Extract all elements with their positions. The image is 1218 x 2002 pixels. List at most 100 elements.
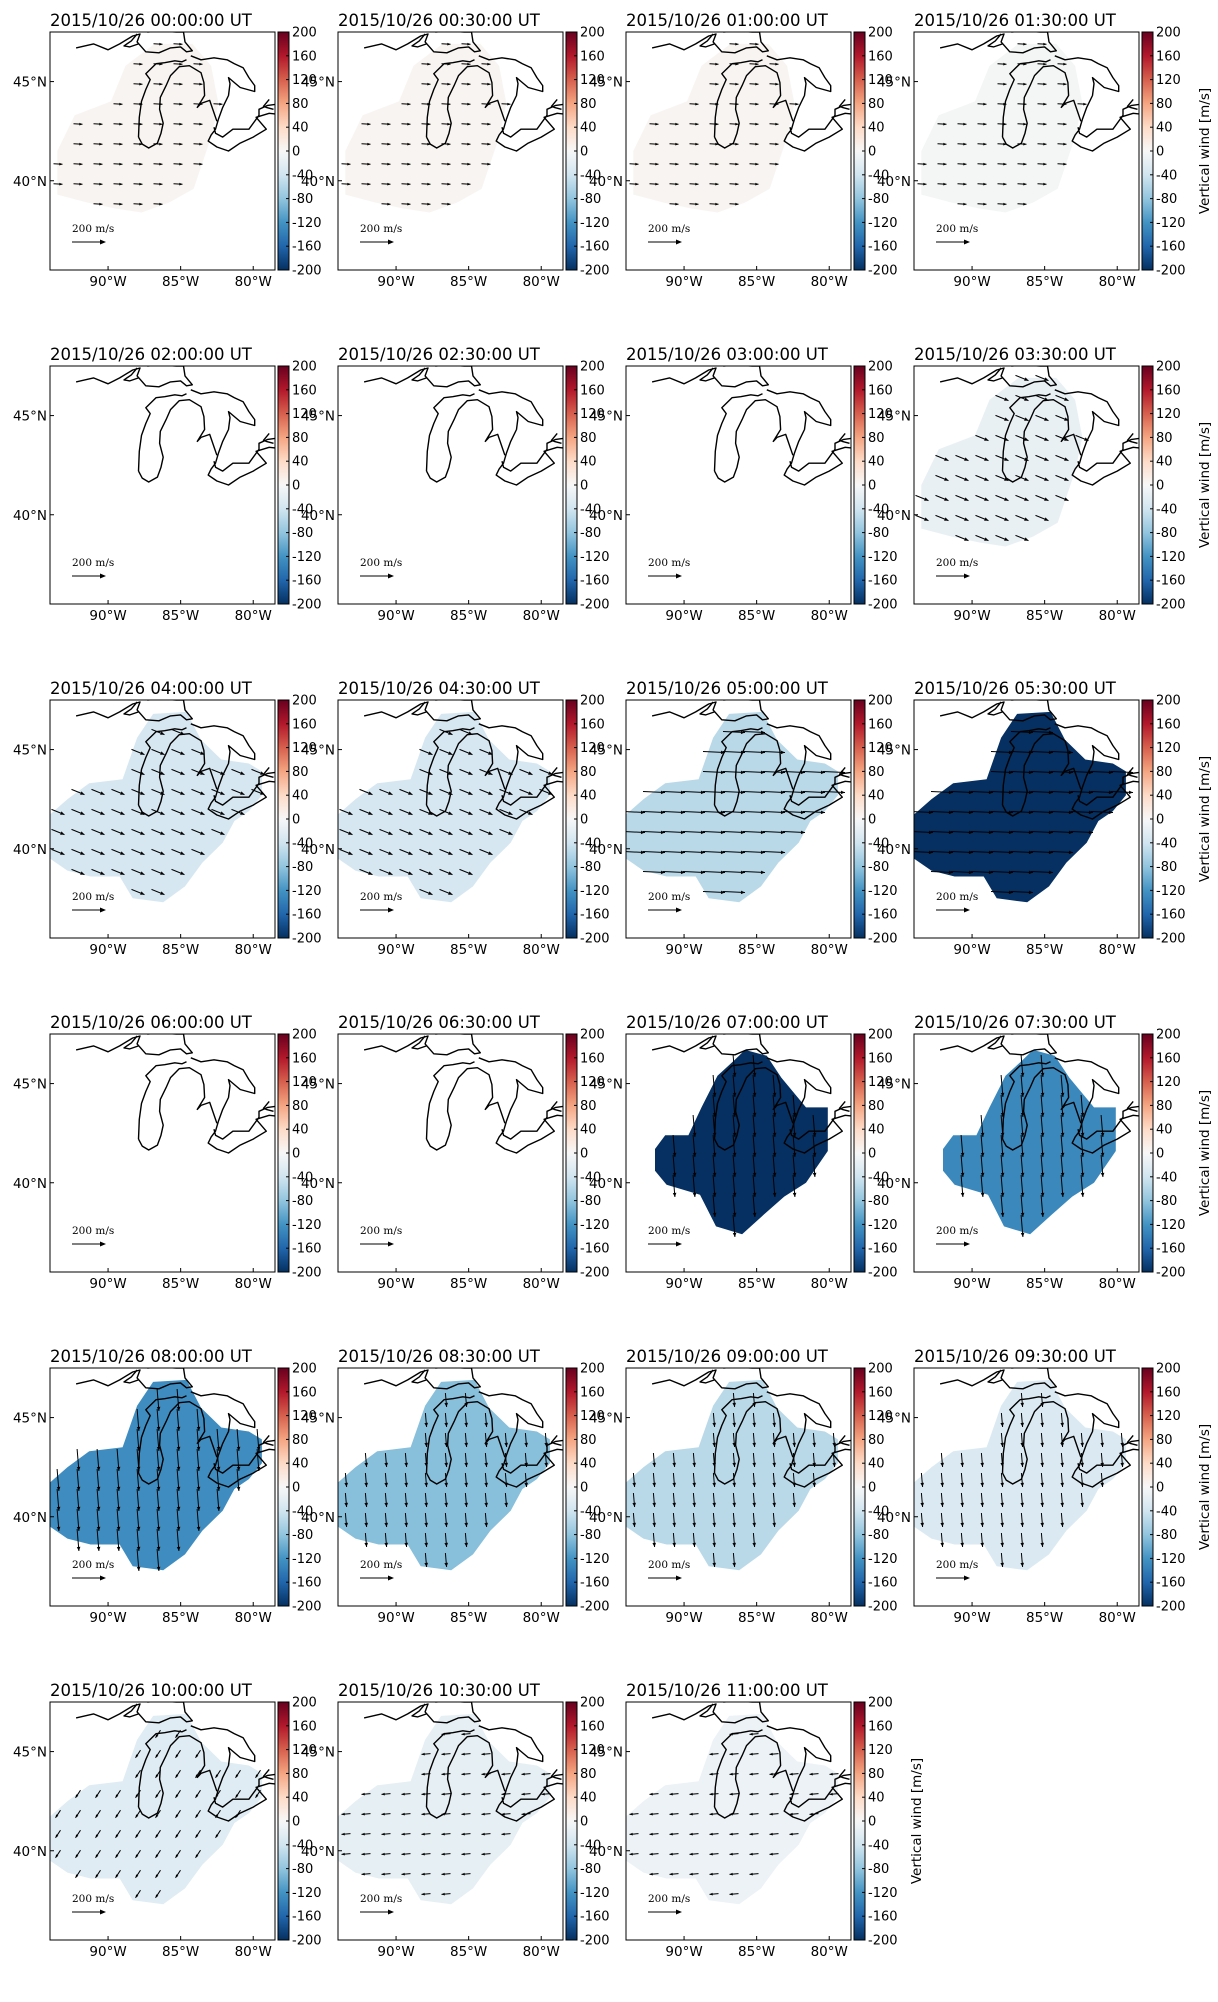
lon-tick-label: 80°W — [1099, 942, 1136, 958]
lon-tick-label: 80°W — [235, 1610, 272, 1626]
colorbar-tick-label: -80 — [1156, 860, 1177, 875]
lon-tick-label: 85°W — [450, 1944, 487, 1960]
colorbar-tick-label: 160 — [580, 717, 605, 732]
lat-tick-label: 40°N — [301, 1176, 335, 1192]
colorbar-tick-label: 0 — [1156, 479, 1164, 494]
lon-tick-label: 90°W — [665, 1944, 702, 1960]
colorbar-tick-label: -120 — [868, 1886, 898, 1901]
lat-tick-label: 40°N — [877, 174, 911, 190]
colorbar-tick-label: -80 — [580, 860, 601, 875]
colorbar-tick-label: -160 — [580, 1576, 610, 1591]
colorbar-tick-label: -200 — [868, 264, 898, 279]
colorbar-tick-label: -120 — [292, 1552, 322, 1567]
colorbar-tick-label: 200 — [292, 360, 317, 375]
lon-tick-label: 90°W — [377, 1276, 414, 1292]
colorbar-tick-label: 200 — [1156, 360, 1181, 375]
colorbar-tick-label: 40 — [580, 455, 597, 470]
lon-tick-label: 80°W — [1099, 1610, 1136, 1626]
lon-tick-label: 85°W — [450, 274, 487, 290]
colorbar-tick-label: -160 — [868, 1576, 898, 1591]
colorbar-tick-label: 120 — [1156, 73, 1181, 88]
colorbar-tick-label: 80 — [868, 97, 885, 112]
colorbar-tick-label: -200 — [1156, 598, 1186, 613]
lon-tick-label: 80°W — [811, 1276, 848, 1292]
colorbar-tick-label: 160 — [580, 1051, 605, 1066]
colorbar-tick-label: 80 — [868, 431, 885, 446]
colorbar-tick-label: -160 — [292, 1242, 322, 1257]
wind-scale-label: 200 m/s — [648, 891, 690, 903]
wind-scale-label: 200 m/s — [72, 891, 114, 903]
panel-title: 2015/10/26 01:30:00 UT — [914, 11, 1117, 30]
wind-scale-label: 200 m/s — [72, 223, 114, 235]
colorbar-tick-label: -80 — [580, 1528, 601, 1543]
wind-scale-label: 200 m/s — [360, 1893, 402, 1905]
lat-tick-label: 45°N — [13, 409, 47, 425]
colorbar-tick-label: -120 — [580, 1218, 610, 1233]
colorbar-tick-label: -40 — [1156, 836, 1177, 851]
colorbar-tick-label: -120 — [868, 550, 898, 565]
colorbar-tick-label: -160 — [1156, 240, 1186, 255]
lat-tick-label: 45°N — [301, 75, 335, 91]
panel-title: 2015/10/26 03:30:00 UT — [914, 345, 1117, 364]
colorbar-tick-label: -200 — [1156, 1600, 1186, 1615]
colorbar-tick-label: -120 — [1156, 550, 1186, 565]
lon-tick-label: 85°W — [1026, 942, 1063, 958]
wind-scale-label: 200 m/s — [72, 1893, 114, 1905]
colorbar-tick-label: -80 — [868, 1194, 889, 1209]
colorbar-tick-label: -120 — [292, 1886, 322, 1901]
lon-tick-label: 85°W — [162, 608, 199, 624]
colorbar-tick-label: -80 — [868, 860, 889, 875]
lon-tick-label: 90°W — [665, 942, 702, 958]
lon-tick-label: 90°W — [377, 274, 414, 290]
colorbar-tick-label: 0 — [292, 1147, 300, 1162]
colorbar-tick-label: 0 — [292, 1481, 300, 1496]
colorbar-tick-label: 160 — [1156, 1051, 1181, 1066]
colorbar-tick-label: 200 — [292, 1362, 317, 1377]
lat-tick-label: 40°N — [301, 1510, 335, 1526]
lat-tick-label: 40°N — [301, 842, 335, 858]
colorbar-tick-label: 200 — [868, 1028, 893, 1043]
lat-tick-label: 45°N — [589, 75, 623, 91]
lon-tick-label: 90°W — [89, 274, 126, 290]
wind-scale-label: 200 m/s — [72, 1225, 114, 1237]
colorbar-tick-label: -40 — [1156, 168, 1177, 183]
colorbar-tick-label: -160 — [292, 574, 322, 589]
colorbar-tick-label: 80 — [292, 765, 309, 780]
panel-title: 2015/10/26 02:30:00 UT — [338, 345, 541, 364]
colorbar-tick-label: 160 — [292, 1051, 317, 1066]
lon-tick-label: 90°W — [377, 1610, 414, 1626]
lon-tick-label: 80°W — [523, 608, 560, 624]
lon-tick-label: 80°W — [811, 1610, 848, 1626]
panel-title: 2015/10/26 06:00:00 UT — [50, 1013, 253, 1032]
colorbar-tick-label: -200 — [292, 598, 322, 613]
colorbar-tick-label: 40 — [292, 1123, 309, 1138]
colorbar-tick-label: 80 — [1156, 1433, 1173, 1448]
colorbar-tick-label: -120 — [1156, 1552, 1186, 1567]
lon-tick-label: 85°W — [450, 608, 487, 624]
colorbar-tick-label: 40 — [868, 121, 885, 136]
colorbar-tick-label: 200 — [868, 26, 893, 41]
colorbar-tick-label: 120 — [1156, 407, 1181, 422]
colorbar-tick-label: -120 — [580, 1552, 610, 1567]
colorbar-tick-label: -160 — [868, 574, 898, 589]
colorbar-tick-label: 160 — [292, 1385, 317, 1400]
wind-scale-label: 200 m/s — [648, 557, 690, 569]
colorbar-tick-label: -160 — [1156, 1242, 1186, 1257]
colorbar-tick-label: 0 — [292, 479, 300, 494]
lat-tick-label: 40°N — [589, 842, 623, 858]
colorbar-tick-label: -160 — [292, 1910, 322, 1925]
colorbar-tick-label: -200 — [1156, 932, 1186, 947]
colorbar-tick-label: 80 — [580, 765, 597, 780]
lat-tick-label: 45°N — [589, 743, 623, 759]
